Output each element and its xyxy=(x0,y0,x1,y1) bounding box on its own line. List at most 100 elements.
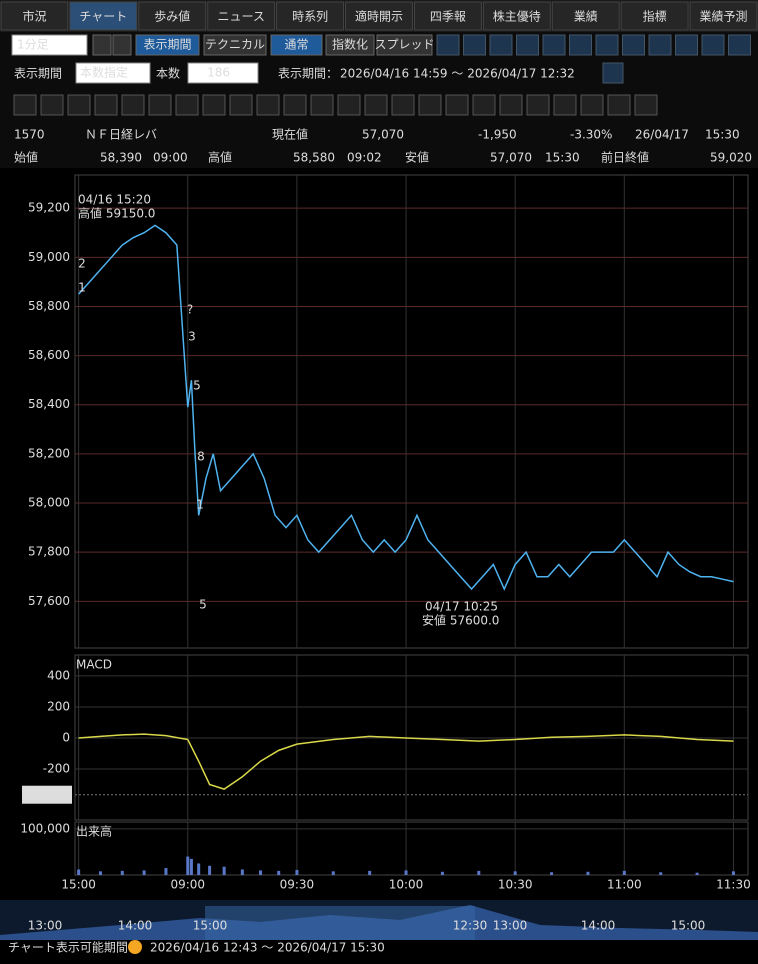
toolbar-button-label[interactable]: 表示期間 xyxy=(143,38,191,52)
tab[interactable] xyxy=(69,1,138,31)
tab-label[interactable]: 適時開示 xyxy=(355,9,403,24)
annotation: 5 xyxy=(193,379,201,393)
draw-tool[interactable] xyxy=(40,94,64,116)
navigator-label: 14:00 xyxy=(118,919,153,933)
draw-tool[interactable] xyxy=(391,94,415,116)
tab[interactable] xyxy=(0,1,69,31)
tool-icon[interactable] xyxy=(622,34,645,56)
tool-icon[interactable] xyxy=(675,34,698,56)
tab[interactable] xyxy=(551,1,620,31)
tool-icon[interactable] xyxy=(728,34,751,56)
volume-bar xyxy=(186,856,190,875)
navigator-label: 12:30 xyxy=(453,919,488,933)
draw-tool[interactable] xyxy=(67,94,91,116)
tool-icon[interactable] xyxy=(516,34,539,56)
marker-box xyxy=(22,785,72,804)
draw-tool[interactable] xyxy=(337,94,361,116)
draw-tool[interactable] xyxy=(472,94,496,116)
tab-label[interactable]: 業績 xyxy=(574,10,598,24)
draw-tool[interactable] xyxy=(310,94,334,116)
toolbar-button-label[interactable]: 指数化 xyxy=(332,37,368,52)
draw-tool[interactable] xyxy=(202,94,226,116)
count-input[interactable] xyxy=(187,62,259,84)
x-tick-label: 10:30 xyxy=(498,878,533,892)
series-line xyxy=(78,733,734,790)
toolbar-button[interactable] xyxy=(376,34,433,56)
quote-code: 1570 xyxy=(14,128,45,142)
tab[interactable] xyxy=(689,1,758,31)
tab-label[interactable]: 業績予測 xyxy=(700,10,748,24)
draw-tool[interactable] xyxy=(121,94,145,116)
draw-tool[interactable] xyxy=(148,94,172,116)
prev-button[interactable] xyxy=(92,34,112,56)
tab[interactable] xyxy=(138,1,207,31)
tool-icon[interactable] xyxy=(463,34,486,56)
mode-value[interactable]: 本数指定 xyxy=(80,65,128,80)
quote-high-time: 09:02 xyxy=(347,151,382,165)
draw-tool[interactable] xyxy=(499,94,523,116)
tab-label[interactable]: 四季報 xyxy=(430,10,466,24)
tab[interactable] xyxy=(345,1,413,31)
tab-label[interactable]: 歩み値 xyxy=(154,9,190,24)
annotation: 2 xyxy=(78,257,86,271)
next-button[interactable] xyxy=(112,34,132,56)
tab-label[interactable]: 市況 xyxy=(22,9,46,24)
tab-label[interactable]: チャート xyxy=(79,10,127,24)
draw-tool[interactable] xyxy=(229,94,253,116)
reset-button[interactable] xyxy=(602,62,624,84)
draw-tool[interactable] xyxy=(283,94,307,116)
tab[interactable] xyxy=(620,1,689,31)
interval-select[interactable] xyxy=(11,34,88,56)
tool-icon[interactable] xyxy=(595,34,619,56)
volume-bar xyxy=(622,870,626,875)
tab[interactable] xyxy=(413,1,482,31)
tool-icon[interactable] xyxy=(701,34,725,56)
tab[interactable] xyxy=(207,1,276,31)
navigator-label: 15:00 xyxy=(671,919,706,933)
mode-select[interactable] xyxy=(75,62,151,84)
count-value[interactable]: 186 xyxy=(207,66,230,80)
toolbar-button-label[interactable]: スプレッド xyxy=(374,38,434,52)
x-tick-label: 09:00 xyxy=(170,878,205,892)
volume-bar xyxy=(477,870,481,875)
toolbar-button-label[interactable]: 通常 xyxy=(284,38,308,52)
tab[interactable] xyxy=(276,1,345,31)
tab-label[interactable]: ニュース xyxy=(217,10,264,24)
tool-icon[interactable] xyxy=(489,34,513,56)
toolbar-button[interactable] xyxy=(270,34,323,56)
toolbar-button[interactable] xyxy=(325,34,375,56)
draw-tool[interactable] xyxy=(580,94,604,116)
tool-icon[interactable] xyxy=(648,34,672,56)
draw-tool[interactable] xyxy=(553,94,577,116)
annotation: 3 xyxy=(188,330,196,344)
x-tick-label: 15:00 xyxy=(61,878,96,892)
quote-time: 15:30 xyxy=(705,128,740,142)
draw-tool[interactable] xyxy=(364,94,388,116)
draw-tool[interactable] xyxy=(13,94,37,116)
tab[interactable] xyxy=(482,1,551,31)
toolbar-button[interactable] xyxy=(135,34,200,56)
tool-icon[interactable] xyxy=(542,34,566,56)
draw-tool[interactable] xyxy=(634,94,658,116)
draw-tool[interactable] xyxy=(256,94,280,116)
draw-tool[interactable] xyxy=(445,94,469,116)
toolbar-button[interactable] xyxy=(203,34,267,56)
navigator-label: 14:00 xyxy=(581,919,616,933)
draw-tool[interactable] xyxy=(175,94,199,116)
tab-label[interactable]: 指標 xyxy=(643,9,667,24)
interval-label[interactable]: 1分足 xyxy=(17,38,49,52)
navigator-label: 13:00 xyxy=(493,919,528,933)
count-label: 本数 xyxy=(156,66,180,81)
draw-tool[interactable] xyxy=(607,94,631,116)
panel-title: MACD xyxy=(76,658,112,672)
draw-tool[interactable] xyxy=(418,94,442,116)
draw-tool[interactable] xyxy=(526,94,550,116)
volume-bar xyxy=(513,871,517,875)
tab-label[interactable]: 株主優待 xyxy=(493,9,541,24)
volume-bar xyxy=(222,866,226,875)
tab-label[interactable]: 時系列 xyxy=(292,10,328,24)
draw-tool[interactable] xyxy=(94,94,118,116)
tool-icon[interactable] xyxy=(436,34,460,56)
tool-icon[interactable] xyxy=(569,34,592,56)
toolbar-button-label[interactable]: テクニカル xyxy=(205,38,265,52)
